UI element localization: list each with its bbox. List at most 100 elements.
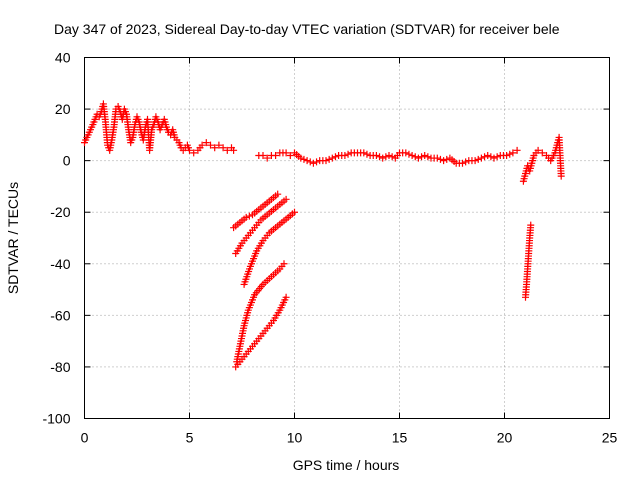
data-point: [186, 146, 193, 154]
data-point: [372, 151, 380, 159]
data-point: [272, 151, 280, 159]
data-point: [477, 154, 485, 162]
data-point: [309, 159, 317, 167]
data-point: [376, 153, 384, 161]
x-tick-label: 10: [287, 430, 303, 446]
data-point: [459, 159, 466, 167]
data-point: [481, 153, 489, 161]
x-tick-label: 5: [186, 430, 194, 446]
data-point: [414, 154, 422, 162]
data-point: [493, 153, 501, 161]
data-point: [360, 149, 368, 157]
data-point: [341, 151, 349, 159]
data-point: [207, 141, 214, 149]
data-point: [388, 153, 396, 161]
series-early-scatter: [81, 100, 238, 157]
data-point: [408, 151, 416, 159]
data-point: [462, 158, 470, 166]
data-point: [487, 153, 495, 161]
grid-lines: [84, 57, 610, 419]
y-tick-label: -40: [50, 256, 70, 272]
data-point: [433, 154, 441, 162]
data-point: [344, 150, 352, 158]
data-point: [303, 157, 311, 165]
data-point: [215, 141, 223, 149]
series-arc-middle: [240, 208, 298, 288]
series-late-scatter: [519, 133, 565, 185]
data-point: [506, 150, 514, 158]
data-point: [509, 149, 517, 157]
data-point: [527, 221, 535, 229]
data-point: [263, 154, 271, 162]
data-point: [418, 153, 426, 161]
data-point: [190, 149, 198, 157]
data-point: [421, 151, 429, 159]
data-point: [503, 151, 511, 159]
data-point: [198, 141, 206, 149]
data-point: [297, 154, 305, 162]
data-point: [440, 157, 448, 165]
data-point: [202, 139, 210, 147]
data-point: [282, 195, 290, 203]
data-point: [484, 151, 492, 159]
data-point: [313, 158, 321, 166]
data-point: [282, 149, 290, 157]
data-point: [363, 150, 371, 158]
data-point: [291, 208, 298, 216]
data-point: [474, 155, 482, 163]
data-point: [219, 144, 227, 152]
series-arc-bottom: [232, 293, 290, 371]
x-tick-label: 15: [392, 430, 408, 446]
data-point: [274, 190, 282, 198]
data-marks: [81, 100, 565, 371]
data-point: [223, 146, 231, 154]
data-point: [300, 155, 308, 163]
data-point: [538, 149, 546, 157]
data-point: [211, 144, 219, 152]
data-point: [331, 153, 339, 161]
y-tick-label: 0: [63, 153, 71, 169]
data-point: [379, 154, 387, 162]
series-arc-upper: [232, 195, 290, 257]
data-point: [325, 155, 333, 163]
data-point: [385, 151, 393, 159]
y-tick-label: -60: [50, 307, 70, 323]
series-mid-scatter: [255, 146, 521, 167]
plot-frame: [84, 57, 610, 419]
data-point: [242, 213, 250, 221]
y-tick-label: 20: [55, 101, 71, 117]
data-point: [513, 146, 521, 154]
chart-title: Day 347 of 2023, Sidereal Day-to-day VTE…: [54, 21, 560, 37]
y-tick-label: -100: [42, 411, 70, 427]
x-tick-label: 20: [497, 430, 513, 446]
data-point: [405, 150, 413, 158]
data-point: [328, 154, 336, 162]
axis-ticks: 0 5 10 15 20 25 -100 -80 -60 -40 -20 0 20 40: [42, 50, 617, 446]
data-point: [424, 153, 432, 161]
series-drop-21h: [522, 221, 535, 301]
x-tick-label: 25: [602, 430, 618, 446]
y-tick-label: 40: [55, 50, 71, 66]
data-point: [306, 158, 314, 166]
data-point: [436, 155, 444, 163]
data-point: [411, 153, 419, 161]
data-point: [245, 212, 253, 220]
series-arc-lower: [233, 260, 288, 366]
x-tick-label: 0: [81, 430, 89, 446]
data-point: [259, 151, 267, 159]
data-point: [286, 151, 294, 159]
y-tick-label: -80: [50, 359, 70, 375]
y-tick-label: -20: [50, 204, 70, 220]
data-point: [280, 260, 288, 268]
y-axis-label: SDTVAR / TECUs: [5, 182, 21, 294]
data-point: [322, 157, 330, 165]
data-point: [382, 153, 390, 161]
data-point: [471, 157, 479, 165]
data-point: [402, 149, 410, 157]
data-point: [490, 154, 498, 162]
data-point: [557, 172, 565, 180]
x-axis-label: GPS time / hours: [293, 457, 400, 473]
data-point: [230, 146, 238, 154]
series-arc-top: [230, 190, 282, 232]
